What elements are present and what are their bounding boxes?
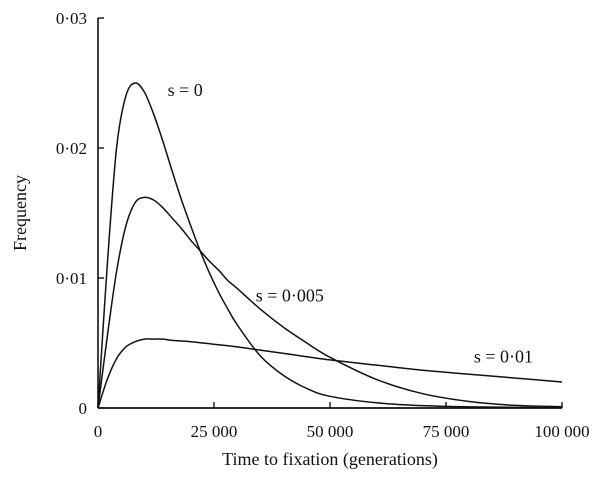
y-tick-label: 0 — [79, 399, 88, 418]
x-tick-label: 75 000 — [423, 422, 470, 441]
x-tick-label: 100 000 — [534, 422, 589, 441]
y-axis-title: Frequency — [10, 175, 30, 251]
curve-label-s-0-01: s = 0·01 — [474, 347, 533, 367]
x-tick-label: 25 000 — [191, 422, 238, 441]
tick-group: 0 0·01 0·02 0·03 0 25 000 50 000 75 000 100 000 — [56, 9, 590, 441]
curve-s-0-01 — [97, 338, 563, 409]
curve-group — [97, 82, 563, 409]
x-tick-label: 50 000 — [307, 422, 354, 441]
x-axis-title: Time to fixation (generations) — [222, 449, 438, 470]
curve-label-group: s = 0 s = 0·005 s = 0·01 — [168, 80, 533, 367]
curve-label-s-0: s = 0 — [168, 80, 203, 100]
curve-s-0-005 — [97, 196, 563, 409]
y-tick-label: 0·02 — [56, 139, 87, 158]
x-tick-label: 0 — [94, 422, 103, 441]
y-tick-label: 0·03 — [56, 9, 87, 28]
curve-label-s-0-005: s = 0·005 — [256, 285, 324, 305]
curve-s-0 — [97, 82, 563, 409]
y-tick-label: 0·01 — [56, 269, 87, 288]
